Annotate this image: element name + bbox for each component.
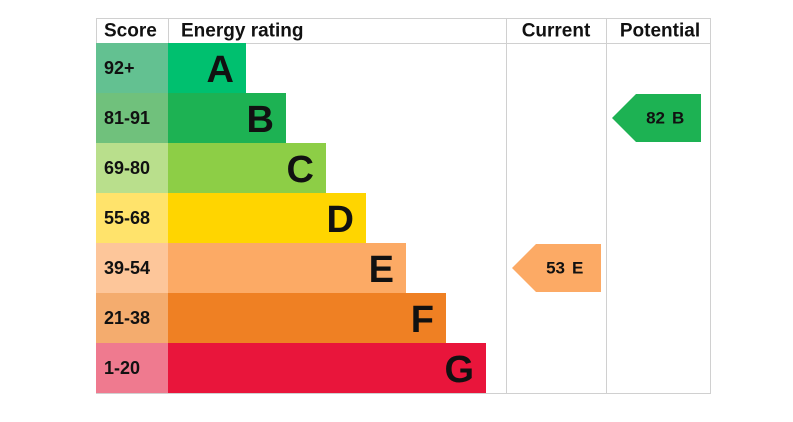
- score-label: 21-38: [104, 308, 150, 328]
- rating-bar: [168, 293, 446, 343]
- arrow-letter: E: [572, 259, 583, 278]
- rating-bar: [168, 193, 366, 243]
- current-arrow: 53 E: [512, 244, 601, 292]
- header-potential: Potential: [620, 21, 700, 42]
- arrow-value: 82: [646, 109, 665, 128]
- score-cell: [96, 43, 168, 93]
- rating-bar: [168, 43, 246, 93]
- rating-letter: D: [327, 199, 354, 241]
- rating-letter: C: [287, 149, 314, 191]
- rating-arrow: [612, 94, 701, 142]
- rating-bar: [168, 343, 486, 393]
- rating-arrow: [512, 244, 601, 292]
- score-cell: [96, 243, 168, 293]
- rating-letter: G: [444, 349, 474, 391]
- score-cell: [96, 293, 168, 343]
- rating-bar: [168, 143, 326, 193]
- rating-letter: B: [247, 99, 274, 141]
- rating-letter: A: [207, 49, 234, 91]
- header-rating: Energy rating: [181, 21, 303, 42]
- score-cell: [96, 93, 168, 143]
- score-cell: [96, 343, 168, 393]
- potential-arrow: 82 B: [612, 94, 701, 142]
- score-cell: [96, 193, 168, 243]
- arrow-letter: B: [672, 109, 684, 128]
- arrow-value: 53: [546, 259, 565, 278]
- rating-bar: [168, 243, 406, 293]
- score-label: 69-80: [104, 158, 150, 178]
- score-cell: [96, 143, 168, 193]
- rating-letter: F: [411, 299, 434, 341]
- rating-bar: [168, 93, 286, 143]
- rating-letter: E: [369, 249, 394, 291]
- header-score: Score: [104, 21, 157, 42]
- score-label: 1-20: [104, 358, 140, 378]
- score-label: 92+: [104, 58, 135, 78]
- score-label: 55-68: [104, 208, 150, 228]
- header-current: Current: [522, 21, 591, 42]
- score-label: 39-54: [104, 258, 150, 278]
- score-label: 81-91: [104, 108, 150, 128]
